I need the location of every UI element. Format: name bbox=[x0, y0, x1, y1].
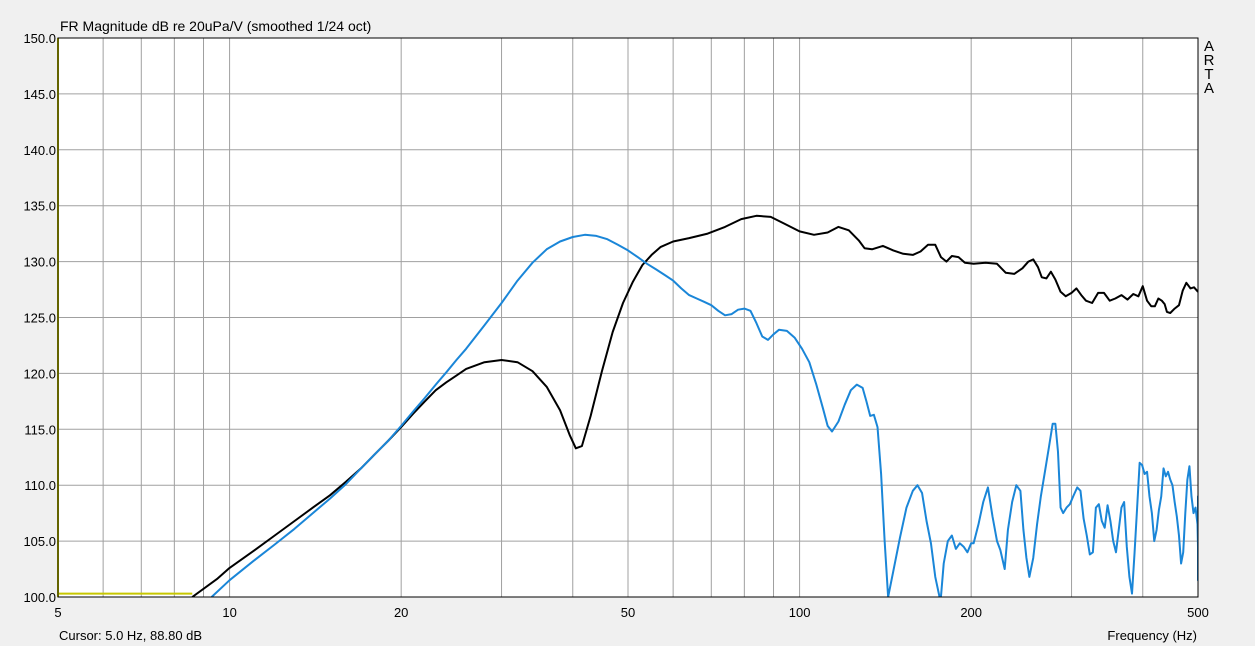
x-tick-label: 20 bbox=[394, 605, 408, 620]
series-line-blue bbox=[210, 233, 1198, 597]
y-tick-label: 115.0 bbox=[24, 422, 56, 437]
y-tick-label: 130.0 bbox=[23, 255, 56, 270]
x-tick-label: 200 bbox=[960, 605, 982, 620]
watermark-letter: A bbox=[1204, 38, 1214, 55]
y-tick-label: 100.0 bbox=[23, 590, 56, 605]
x-tick-label: 5 bbox=[54, 605, 61, 620]
y-tick-label: 140.0 bbox=[23, 143, 56, 158]
y-tick-label: 110.0 bbox=[24, 478, 56, 493]
series-line-black bbox=[191, 214, 1198, 597]
x-axis-label: Frequency (Hz) bbox=[1107, 628, 1197, 643]
watermark-letter: R bbox=[1204, 52, 1215, 69]
cursor-readout: Cursor: 5.0 Hz, 88.80 dB bbox=[59, 628, 202, 643]
y-tick-label: 105.0 bbox=[23, 534, 56, 549]
x-tick-label: 100 bbox=[789, 605, 811, 620]
y-axis-ticks: 100.0 105.0 110.0 115.0 120.0 125.0 130.0 135.0… bbox=[23, 31, 56, 605]
x-axis-ticks: 5 10 20 50 100 200 500 bbox=[54, 605, 1208, 620]
y-tick-label: 145.0 bbox=[23, 87, 56, 102]
chart-title: FR Magnitude dB re 20uPa/V (smoothed 1/2… bbox=[60, 18, 371, 34]
x-tick-label: 50 bbox=[621, 605, 635, 620]
watermark-letter: T bbox=[1204, 66, 1213, 83]
y-tick-label: 125.0 bbox=[23, 311, 56, 326]
y-tick-label: 150.0 bbox=[23, 31, 56, 46]
watermark-letter: A bbox=[1204, 80, 1214, 97]
plot-frame bbox=[57, 37, 1199, 598]
y-tick-label: 135.0 bbox=[23, 199, 56, 214]
x-tick-label: 10 bbox=[222, 605, 236, 620]
x-tick-label: 500 bbox=[1187, 605, 1209, 620]
y-tick-label: 120.0 bbox=[23, 366, 56, 381]
grid bbox=[58, 38, 1198, 597]
